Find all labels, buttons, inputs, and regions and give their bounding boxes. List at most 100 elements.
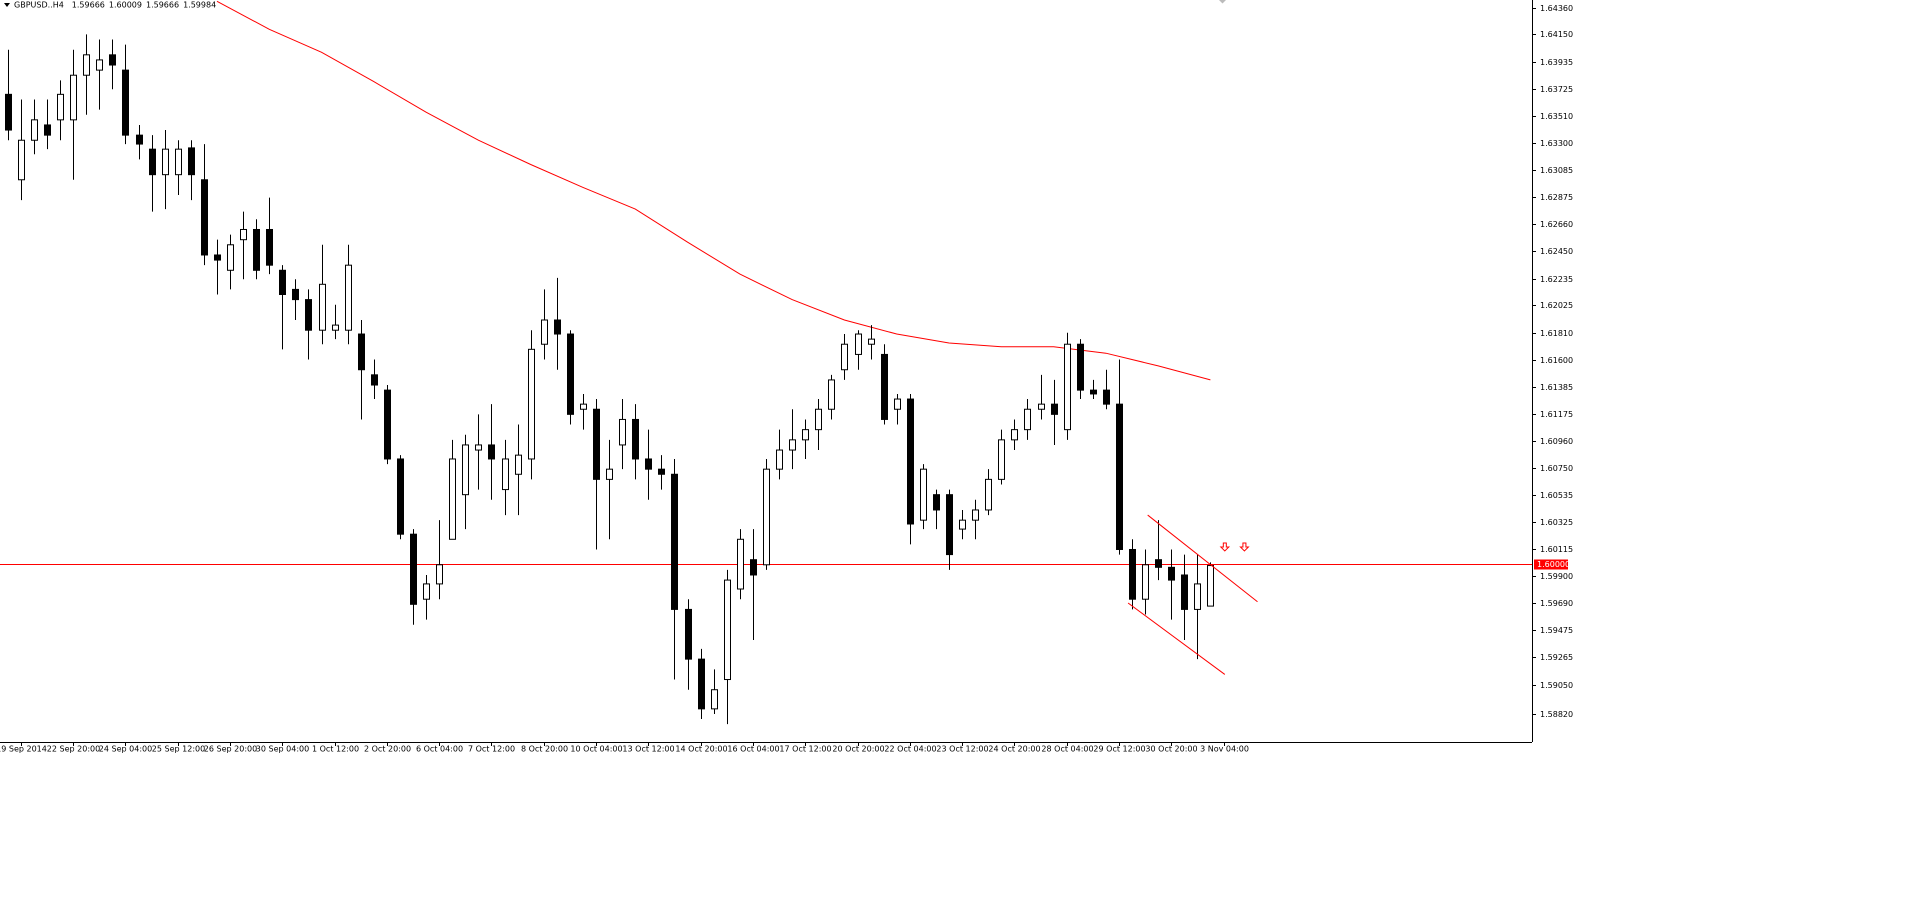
y-tick-label: 1.61810 — [1540, 329, 1573, 338]
candle-body — [685, 608, 692, 660]
candle-body — [541, 319, 548, 345]
y-tick-label: 1.62660 — [1540, 220, 1573, 229]
candle-body — [894, 398, 901, 410]
candle-body — [711, 689, 718, 710]
candle-body — [5, 93, 12, 131]
x-tick-label: 7 Oct 12:00 — [468, 745, 515, 754]
x-tick-label: 25 Sep 12:00 — [152, 745, 205, 754]
y-tick-label: 1.63935 — [1540, 58, 1573, 67]
level-label: 1.60000 — [1537, 560, 1570, 569]
candle-body — [292, 288, 299, 301]
x-tick-label: 29 Oct 12:00 — [1093, 745, 1145, 754]
candle-body — [1194, 583, 1201, 610]
candle-body — [1129, 548, 1136, 600]
candle-body — [972, 509, 979, 521]
candle-body — [1077, 343, 1084, 391]
trendline — [1127, 602, 1226, 675]
candle-body — [449, 458, 456, 540]
candle-body — [763, 468, 770, 566]
x-tick-label: 30 Sep 04:00 — [256, 745, 309, 754]
candle-body — [397, 458, 404, 535]
candle-body — [188, 147, 195, 176]
candle-body — [619, 418, 626, 446]
x-tick-label: 13 Oct 12:00 — [622, 745, 674, 754]
candle-body — [122, 69, 129, 136]
y-tick-label: 1.62025 — [1540, 301, 1573, 310]
candle-body — [305, 299, 312, 331]
y-tick-label: 1.58820 — [1540, 710, 1573, 719]
x-tick-label: 22 Sep 20:00 — [47, 745, 100, 754]
candle-body — [528, 348, 535, 460]
candle-body — [567, 333, 574, 415]
x-tick-label: 17 Oct 12:00 — [779, 745, 831, 754]
y-tick-label: 1.60325 — [1540, 518, 1573, 527]
candle-body — [57, 93, 64, 121]
candle-body — [841, 343, 848, 371]
candle-body — [1090, 389, 1097, 395]
candle-body — [776, 449, 783, 470]
candle-body — [1207, 565, 1214, 607]
candle-body — [593, 408, 600, 480]
candle-body — [214, 254, 221, 261]
candle-body — [737, 538, 744, 590]
x-tick-label: 10 Oct 04:00 — [570, 745, 622, 754]
x-tick-label: 28 Oct 04:00 — [1041, 745, 1093, 754]
trendline — [1147, 514, 1258, 603]
y-tick-label: 1.64360 — [1540, 4, 1573, 13]
candle-body — [1038, 403, 1045, 410]
header-value: 1.60009 — [109, 1, 142, 10]
candle-body — [371, 374, 378, 386]
candle-body — [658, 468, 665, 475]
header-value: 1.59666 — [146, 1, 179, 10]
candle-body — [985, 478, 992, 511]
x-tick-label: 3 Nov 04:00 — [1200, 745, 1249, 754]
candle-body — [606, 468, 613, 480]
candle-body — [1181, 574, 1188, 610]
y-tick-label: 1.62235 — [1540, 275, 1573, 284]
x-tick-label: 23 Oct 12:00 — [936, 745, 988, 754]
candle-body — [332, 324, 339, 331]
x-tick-label: 14 Oct 20:00 — [675, 745, 727, 754]
y-tick-label: 1.60960 — [1540, 437, 1573, 446]
level-label-box — [1534, 559, 1568, 570]
y-tick-label: 1.60115 — [1540, 545, 1573, 554]
candle-body — [162, 148, 169, 176]
y-tick-label: 1.63510 — [1540, 112, 1573, 121]
candle-body — [920, 468, 927, 521]
candle-body — [83, 54, 90, 76]
candle-body — [855, 333, 862, 355]
candle-body — [828, 379, 835, 410]
candle-body — [632, 418, 639, 460]
candle-body — [109, 54, 116, 66]
candle-body — [488, 444, 495, 460]
candle-body — [959, 519, 966, 530]
candle-body — [70, 74, 77, 121]
candle-body — [96, 59, 103, 71]
candle-body — [410, 533, 417, 605]
y-tick-label: 1.61385 — [1540, 383, 1573, 392]
x-tick-label: 26 Sep 20:00 — [204, 745, 257, 754]
candle-body — [881, 353, 888, 420]
x-tick-label: 24 Oct 20:00 — [988, 745, 1040, 754]
x-tick-label: 8 Oct 20:00 — [521, 745, 568, 754]
x-tick-label: 30 Oct 20:00 — [1145, 745, 1197, 754]
x-tick-label: 6 Oct 04:00 — [416, 745, 463, 754]
candle-body — [423, 583, 430, 600]
candle-body — [998, 439, 1005, 480]
y-tick-label: 1.59265 — [1540, 653, 1573, 662]
candle-body — [319, 283, 326, 331]
y-tick-label: 1.61175 — [1540, 410, 1573, 419]
sell-arrow — [1219, 542, 1231, 552]
candle-body — [698, 658, 705, 710]
y-tick-label: 1.63725 — [1540, 85, 1573, 94]
candle-body — [1103, 389, 1110, 405]
candle-body — [789, 439, 796, 451]
candle-body — [201, 179, 208, 256]
y-tick-label: 1.63300 — [1540, 139, 1573, 148]
candle-body — [515, 454, 522, 475]
candle-body — [240, 228, 247, 241]
candle-body — [44, 124, 51, 136]
candle-body — [502, 458, 509, 491]
candle-body — [253, 228, 260, 271]
